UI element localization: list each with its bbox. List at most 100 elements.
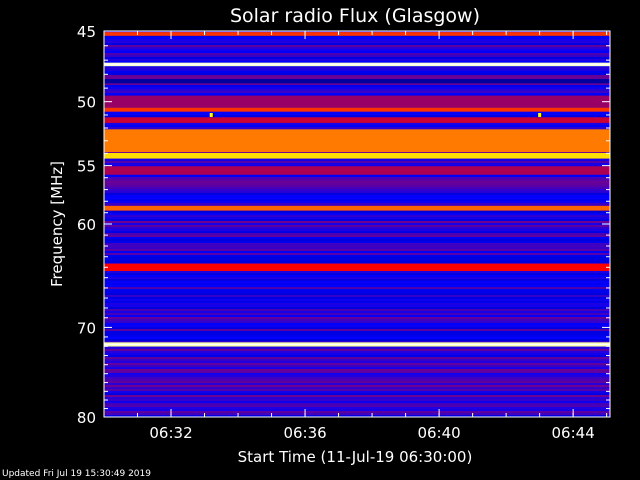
- spectrogram-row: [104, 245, 610, 247]
- emission-band-core: [104, 63, 610, 66]
- emission-band: [104, 95, 610, 108]
- spectrogram-row: [104, 197, 610, 199]
- spectrogram-row: [104, 367, 610, 369]
- spectrogram-row: [104, 341, 610, 343]
- spectrogram-row: [104, 275, 610, 277]
- y-tick-label: 80: [77, 409, 96, 427]
- spectrogram-row: [104, 247, 610, 249]
- spectrogram-row: [104, 181, 610, 183]
- spectrogram-row: [104, 337, 610, 339]
- spectrogram-row: [104, 355, 610, 357]
- spectrogram-row: [104, 395, 610, 397]
- spectrogram-row: [104, 57, 610, 59]
- spectrogram-row: [104, 403, 610, 405]
- y-axis-ticks: 45 50 55 60 70 80: [77, 23, 610, 427]
- spectrogram-row: [104, 383, 610, 385]
- spectrogram-row: [104, 195, 610, 197]
- spectrogram-row: [104, 229, 610, 231]
- spectrogram-row: [104, 213, 610, 215]
- spectrogram-row: [104, 315, 610, 317]
- spectrogram-row: [104, 279, 610, 281]
- spectrogram-row: [104, 249, 610, 251]
- spectrogram-row: [104, 83, 610, 85]
- y-tick-label: 50: [77, 94, 96, 112]
- spectrogram-row: [104, 237, 610, 239]
- spectrogram-row: [104, 305, 610, 307]
- spectrogram-row: [104, 377, 610, 379]
- spectrogram-row: [104, 201, 610, 203]
- spectrogram-row: [104, 331, 610, 333]
- x-tick-label: 06:44: [552, 424, 595, 442]
- spectrogram-row: [104, 347, 610, 349]
- spectrogram-row: [104, 45, 610, 47]
- spectrogram-row: [104, 351, 610, 353]
- spectrogram-row: [104, 365, 610, 367]
- spectrogram-row: [104, 299, 610, 301]
- spectrogram-row: [104, 339, 610, 341]
- spectrogram-row: [104, 251, 610, 253]
- y-tick-label: 55: [77, 158, 96, 176]
- spectrogram-row: [104, 93, 610, 95]
- spectrogram-row: [104, 333, 610, 335]
- spectrogram-row: [104, 407, 610, 409]
- spectrogram-row: [104, 357, 610, 359]
- point-sources: [209, 112, 542, 117]
- emission-band: [104, 153, 610, 159]
- chart-title: Solar radio Flux (Glasgow): [230, 5, 480, 27]
- x-tick-label: 06:32: [149, 424, 192, 442]
- spectrogram-row: [104, 85, 610, 87]
- spectrogram-row: [104, 55, 610, 57]
- spectrogram-row: [104, 221, 610, 223]
- spectrogram-row: [104, 385, 610, 387]
- spectrogram-row: [104, 187, 610, 189]
- spectrogram-row: [104, 289, 610, 291]
- spectrogram-row: [104, 35, 610, 37]
- x-axis-label: Start Time (11-Jul-19 06:30:00): [238, 448, 473, 466]
- spectrogram-row: [104, 261, 610, 263]
- spectrogram-row: [104, 223, 610, 225]
- spectrogram-row: [104, 359, 610, 361]
- spectrogram-row: [104, 387, 610, 389]
- point-source: [209, 112, 213, 117]
- spectrogram-row: [104, 59, 610, 61]
- y-tick-label: 60: [77, 216, 96, 234]
- spectrogram-row: [104, 301, 610, 303]
- x-axis-ticks: 06:32 06:36 06:40 06:44: [137, 31, 608, 442]
- spectrogram-row: [104, 183, 610, 185]
- emission-bands: [104, 32, 610, 347]
- spectrogram-row: [104, 161, 610, 163]
- spectrogram-row: [104, 47, 610, 49]
- spectrogram-row: [104, 379, 610, 381]
- x-tick-label: 06:36: [283, 424, 326, 442]
- spectrogram-row: [104, 87, 610, 89]
- spectrogram-row: [104, 371, 610, 373]
- spectrogram-row: [104, 75, 610, 77]
- spectrogram-row: [104, 253, 610, 255]
- spectrogram-row: [104, 163, 610, 165]
- spectrogram-rows: [104, 31, 610, 417]
- spectrogram-row: [104, 91, 610, 93]
- spectrogram-row: [104, 67, 610, 69]
- spectrogram-row: [104, 291, 610, 293]
- spectrogram-row: [104, 125, 610, 127]
- spectrogram-row: [104, 375, 610, 377]
- spectrogram-row: [104, 257, 610, 259]
- emission-band-core: [104, 343, 610, 346]
- x-tick-label: 06:40: [417, 424, 460, 442]
- spectrogram-row: [104, 349, 610, 351]
- emission-band: [104, 129, 610, 153]
- spectrogram-row: [104, 115, 610, 117]
- spectrogram-row: [104, 277, 610, 279]
- spectrogram-row: [104, 313, 610, 315]
- spectrogram-row: [104, 327, 610, 329]
- spectrogram-row: [104, 361, 610, 363]
- spectrogram-row: [104, 405, 610, 407]
- emission-band: [104, 205, 610, 211]
- spectrogram-row: [104, 353, 610, 355]
- spectrogram-row: [104, 199, 610, 201]
- spectrogram-row: [104, 311, 610, 313]
- spectrogram-row: [104, 241, 610, 243]
- spectrogram-row: [104, 363, 610, 365]
- spectrogram-row: [104, 239, 610, 241]
- spectrogram-row: [104, 177, 610, 179]
